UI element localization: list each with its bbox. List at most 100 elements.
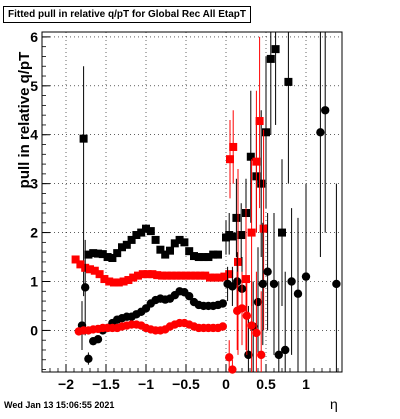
data-point-square <box>237 231 246 240</box>
y-tick-label: 5 <box>30 78 38 94</box>
data-point-square <box>284 77 293 86</box>
data-point-circle <box>228 365 237 374</box>
data-point-square <box>79 134 88 143</box>
data-point-square <box>214 250 222 259</box>
data-point-square <box>262 128 270 137</box>
data-point-square <box>167 271 176 280</box>
data-point-square <box>246 152 255 161</box>
data-point-square <box>158 271 166 280</box>
data-point-square <box>190 252 198 261</box>
data-point-square <box>271 45 280 54</box>
data-point-square <box>90 266 99 275</box>
data-point-circle <box>93 335 103 344</box>
data-point-square <box>175 235 184 244</box>
data-point-square <box>215 273 224 282</box>
data-point-circle <box>218 322 227 331</box>
data-point-square <box>143 270 152 279</box>
x-tick-label: 0.5 <box>256 376 276 392</box>
data-point-square <box>252 157 261 166</box>
data-point-square <box>138 270 147 279</box>
data-point-square <box>228 232 237 241</box>
data-point-circle <box>287 277 296 286</box>
data-point-square <box>100 275 109 284</box>
data-point-circle <box>242 311 251 320</box>
data-point-square <box>156 245 165 254</box>
data-point-square <box>177 271 186 280</box>
data-point-circle <box>274 350 283 360</box>
y-tick-label: 1 <box>30 273 38 289</box>
data-point-square <box>98 250 107 259</box>
data-point-square <box>108 254 117 263</box>
y-tick-label: 6 <box>30 29 38 45</box>
data-point-square <box>162 271 171 280</box>
data-point-square <box>191 271 200 280</box>
data-point-square <box>166 246 174 255</box>
data-point-square <box>266 54 275 63</box>
data-point-square <box>119 277 128 286</box>
data-point-circle <box>263 267 272 276</box>
data-point-square <box>242 275 250 284</box>
data-point-square <box>220 272 229 281</box>
data-point-square <box>118 243 126 252</box>
data-point-square <box>95 270 104 279</box>
x-tick-label: −1.5 <box>92 376 120 392</box>
data-point-square <box>259 224 268 233</box>
data-point-square <box>134 271 142 280</box>
data-point-square <box>278 228 286 237</box>
data-point-circle <box>218 299 227 308</box>
y-tick-label: 2 <box>30 225 38 241</box>
data-point-square <box>226 155 234 164</box>
data-point-square <box>206 273 214 282</box>
x-tick-label: −0.5 <box>172 376 200 392</box>
data-point-square <box>105 277 114 286</box>
data-point-circle <box>258 279 267 289</box>
x-axis-label: η <box>330 396 338 412</box>
data-point-square <box>210 273 219 282</box>
data-point-square <box>153 271 162 280</box>
data-point-square <box>180 238 189 247</box>
data-point-square <box>257 179 266 188</box>
y-tick-label: 0 <box>30 322 38 338</box>
data-point-square <box>142 224 150 233</box>
x-tick-label: −1 <box>138 376 154 392</box>
data-point-square <box>204 253 213 262</box>
data-point-circle <box>225 353 234 362</box>
data-point-square <box>127 235 136 244</box>
x-tick-label: 0 <box>222 376 230 392</box>
data-point-square <box>151 235 160 244</box>
data-point-square <box>129 273 138 282</box>
data-point-square <box>199 253 208 262</box>
data-point-square <box>201 271 210 280</box>
x-tick-label: −2 <box>58 376 74 392</box>
plot-frame <box>41 31 343 373</box>
data-point-square <box>137 228 146 237</box>
data-point-circle <box>257 350 266 360</box>
data-point-square <box>234 257 242 266</box>
data-point-square <box>114 278 123 287</box>
y-axis-label: pull in relative q/pT <box>16 51 33 189</box>
data-point-circle <box>247 321 256 330</box>
data-point-square <box>194 253 203 262</box>
data-point-square <box>185 247 194 256</box>
data-point-square <box>172 271 181 280</box>
data-point-square <box>94 249 102 258</box>
data-point-square <box>182 271 190 280</box>
data-point-square <box>89 249 98 258</box>
data-point-square <box>146 227 155 236</box>
data-point-circle <box>269 279 279 289</box>
data-point-circle <box>281 345 290 355</box>
data-point-square <box>209 250 218 259</box>
data-point-circle <box>185 291 194 301</box>
data-point-square <box>196 271 205 280</box>
data-point-circle <box>301 272 311 281</box>
data-point-circle <box>321 106 330 115</box>
data-point-square <box>255 117 264 126</box>
y-tick-label: 4 <box>30 127 38 143</box>
data-point-square <box>170 239 179 248</box>
data-point-circle <box>84 354 93 363</box>
y-tick-label: 3 <box>30 176 38 192</box>
data-point-square <box>229 142 238 151</box>
data-point-square <box>122 240 131 249</box>
